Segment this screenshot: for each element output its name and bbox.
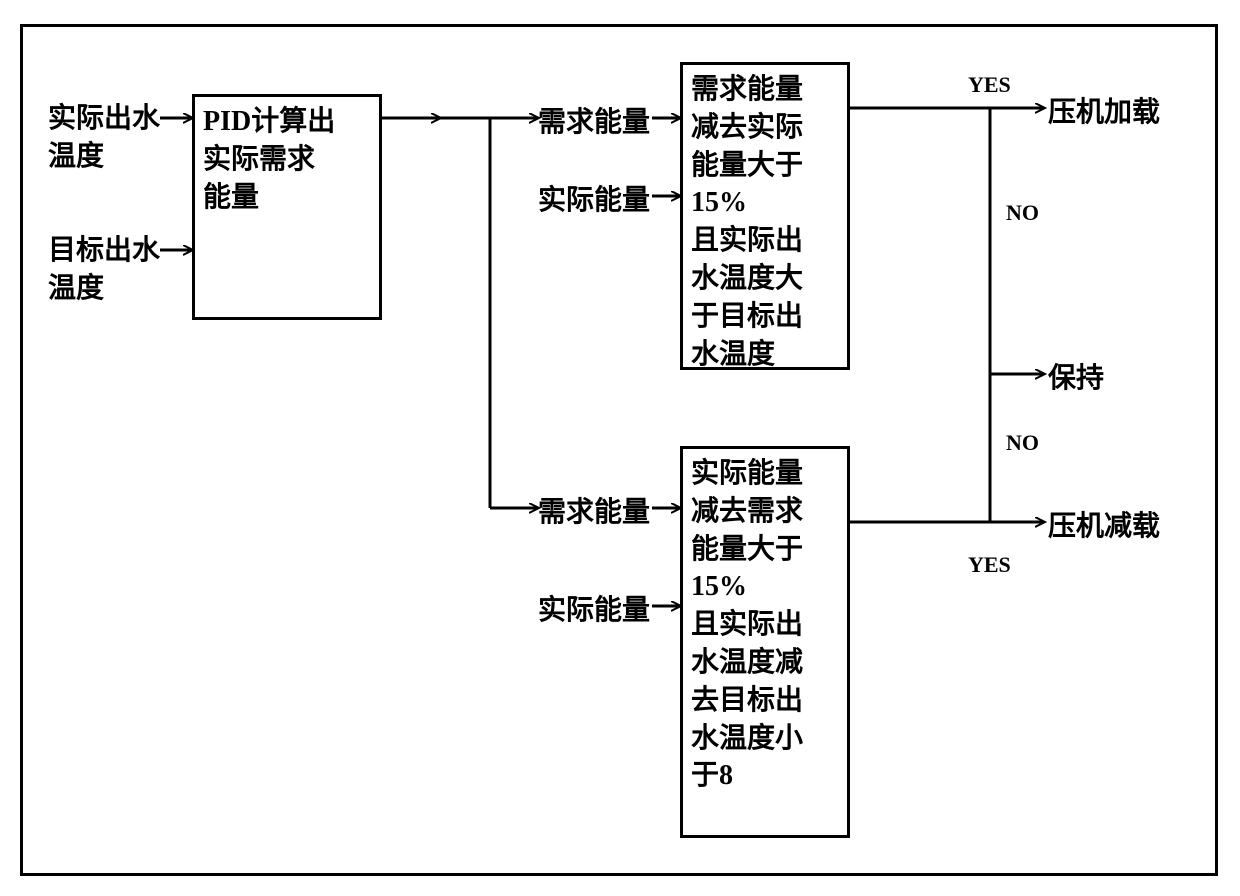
label-actual-out-temp: 实际出水 温度 <box>48 100 160 176</box>
label-demand-energy-bot: 需求能量 <box>538 494 650 532</box>
label-no-top: NO <box>1006 200 1039 226</box>
label-actual-energy-bot: 实际能量 <box>538 592 650 630</box>
box-condition-bottom-text: 实际能量 减去需求 能量大于 15% 且实际出 水温度减 去目标出 水温度小 于… <box>691 458 803 791</box>
box-pid: PID计算出 实际需求 能量 <box>192 94 382 320</box>
label-output-hold: 保持 <box>1048 360 1104 398</box>
label-yes-bottom: YES <box>968 552 1011 578</box>
label-demand-energy-top: 需求能量 <box>538 104 650 142</box>
box-pid-text: PID计算出 实际需求 能量 <box>203 106 335 213</box>
label-output-load: 压机加载 <box>1048 94 1160 132</box>
label-target-out-temp: 目标出水 温度 <box>48 232 160 308</box>
box-condition-bottom: 实际能量 减去需求 能量大于 15% 且实际出 水温度减 去目标出 水温度小 于… <box>680 446 850 838</box>
box-condition-top-text: 需求能量 减去实际 能量大于 15% 且实际出 水温度大 于目标出 水温度 <box>691 74 803 370</box>
label-yes-top: YES <box>968 72 1011 98</box>
diagram-canvas: 实际出水 温度 目标出水 温度 PID计算出 实际需求 能量 需求能量 实际能量… <box>0 0 1240 896</box>
label-output-unload: 压机减载 <box>1048 508 1160 546</box>
label-actual-energy-top: 实际能量 <box>538 182 650 220</box>
label-no-bottom: NO <box>1006 430 1039 456</box>
box-condition-top: 需求能量 减去实际 能量大于 15% 且实际出 水温度大 于目标出 水温度 <box>680 62 850 370</box>
